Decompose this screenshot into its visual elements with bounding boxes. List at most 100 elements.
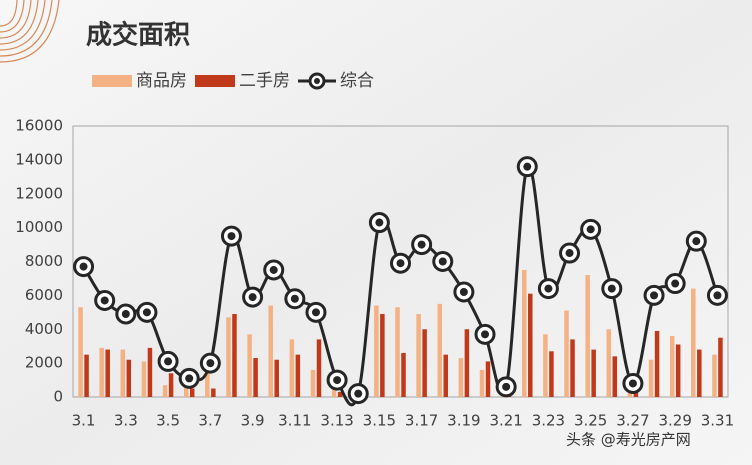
x-tick-label: 3.29 bbox=[658, 412, 691, 430]
marker-dot bbox=[354, 389, 363, 398]
marker-dot bbox=[692, 237, 701, 246]
bar bbox=[189, 388, 195, 397]
marker-dot bbox=[227, 232, 236, 241]
bar bbox=[648, 359, 654, 397]
decoration bbox=[0, 0, 60, 63]
y-tick-label: 0 bbox=[53, 388, 63, 406]
plot-frame bbox=[72, 125, 729, 398]
marker-dot bbox=[248, 293, 257, 302]
bar bbox=[183, 386, 189, 397]
marker-dot bbox=[671, 279, 680, 288]
x-tick-label: 3.25 bbox=[574, 412, 607, 430]
x-tick-label: 3.31 bbox=[701, 412, 734, 430]
bar bbox=[126, 359, 132, 397]
x-tick-label: 3.27 bbox=[616, 412, 649, 430]
bar bbox=[675, 344, 681, 397]
x-tick-label: 3.17 bbox=[405, 412, 438, 430]
bar bbox=[380, 314, 385, 397]
y-tick-label: 4000 bbox=[25, 320, 63, 338]
marker-dot bbox=[628, 379, 637, 388]
marker-dot bbox=[164, 357, 173, 366]
legend-swatch bbox=[92, 75, 132, 87]
marker-dot bbox=[311, 308, 320, 317]
marker-dot bbox=[544, 284, 553, 293]
legend-label: 综合 bbox=[340, 71, 374, 91]
bar bbox=[718, 337, 723, 397]
marker-dot bbox=[459, 287, 468, 296]
bar bbox=[289, 339, 295, 397]
marker-dot bbox=[121, 310, 130, 319]
bar bbox=[84, 354, 89, 397]
marker-dot bbox=[79, 262, 88, 271]
bar bbox=[168, 373, 174, 397]
bar bbox=[120, 349, 126, 397]
y-tick-label: 12000 bbox=[15, 184, 63, 202]
marker-dot bbox=[396, 259, 405, 268]
bar bbox=[253, 358, 258, 397]
legend-label: 二手房 bbox=[239, 71, 290, 91]
x-tick-label: 3.7 bbox=[198, 412, 222, 430]
marker-dot bbox=[100, 296, 109, 305]
bar bbox=[458, 358, 464, 397]
marker-dot bbox=[438, 257, 447, 266]
bar bbox=[712, 354, 717, 397]
bar bbox=[268, 305, 273, 397]
bar bbox=[416, 314, 421, 397]
bar bbox=[422, 329, 427, 397]
bar bbox=[443, 354, 449, 397]
x-tick-label: 3.3 bbox=[114, 412, 138, 430]
bar bbox=[232, 314, 237, 397]
marker-dot bbox=[713, 291, 722, 300]
x-tick-label: 3.19 bbox=[447, 412, 480, 430]
bar bbox=[691, 288, 696, 397]
bar bbox=[247, 334, 252, 397]
bar bbox=[141, 361, 147, 397]
x-tick-label: 3.5 bbox=[156, 412, 180, 430]
x-tick-label: 3.21 bbox=[489, 412, 522, 430]
bar bbox=[654, 330, 660, 397]
x-tick-label: 3.23 bbox=[532, 412, 565, 430]
marker-dot bbox=[375, 218, 384, 227]
bar bbox=[295, 354, 301, 397]
bar bbox=[633, 390, 639, 397]
bar bbox=[401, 352, 406, 397]
x-tick-label: 3.15 bbox=[363, 412, 396, 430]
bar bbox=[549, 351, 554, 397]
marker-dot bbox=[185, 374, 194, 383]
y-tick-label: 2000 bbox=[25, 354, 63, 372]
bar bbox=[543, 334, 548, 397]
bar bbox=[612, 356, 618, 397]
bar bbox=[99, 347, 104, 397]
bar bbox=[78, 307, 83, 397]
bar bbox=[147, 347, 153, 397]
bar bbox=[522, 269, 527, 397]
bar bbox=[337, 391, 343, 397]
bar bbox=[464, 329, 470, 397]
marker-dot bbox=[523, 162, 532, 171]
y-tick-label: 14000 bbox=[15, 150, 63, 168]
bar bbox=[479, 369, 485, 397]
bar bbox=[310, 369, 316, 397]
legend-label: 商品房 bbox=[136, 71, 187, 91]
bar bbox=[570, 339, 575, 397]
bar bbox=[591, 349, 596, 397]
x-tick-label: 3.13 bbox=[320, 412, 353, 430]
bar bbox=[211, 388, 216, 397]
bar bbox=[697, 349, 702, 397]
bar bbox=[627, 390, 633, 397]
y-tick-label: 10000 bbox=[15, 218, 63, 236]
legend-swatch bbox=[195, 75, 235, 87]
bar bbox=[669, 336, 675, 397]
bar bbox=[606, 329, 612, 397]
marker-dot bbox=[586, 225, 595, 234]
marker-dot bbox=[607, 284, 616, 293]
marker-dot bbox=[206, 359, 215, 368]
marker-dot bbox=[333, 376, 342, 385]
bar bbox=[528, 293, 533, 397]
x-tick-label: 3.11 bbox=[278, 412, 311, 430]
legend-swatch bbox=[314, 78, 320, 84]
x-tick-label: 3.1 bbox=[72, 412, 96, 430]
y-tick-label: 8000 bbox=[25, 252, 63, 270]
bar bbox=[162, 385, 168, 397]
